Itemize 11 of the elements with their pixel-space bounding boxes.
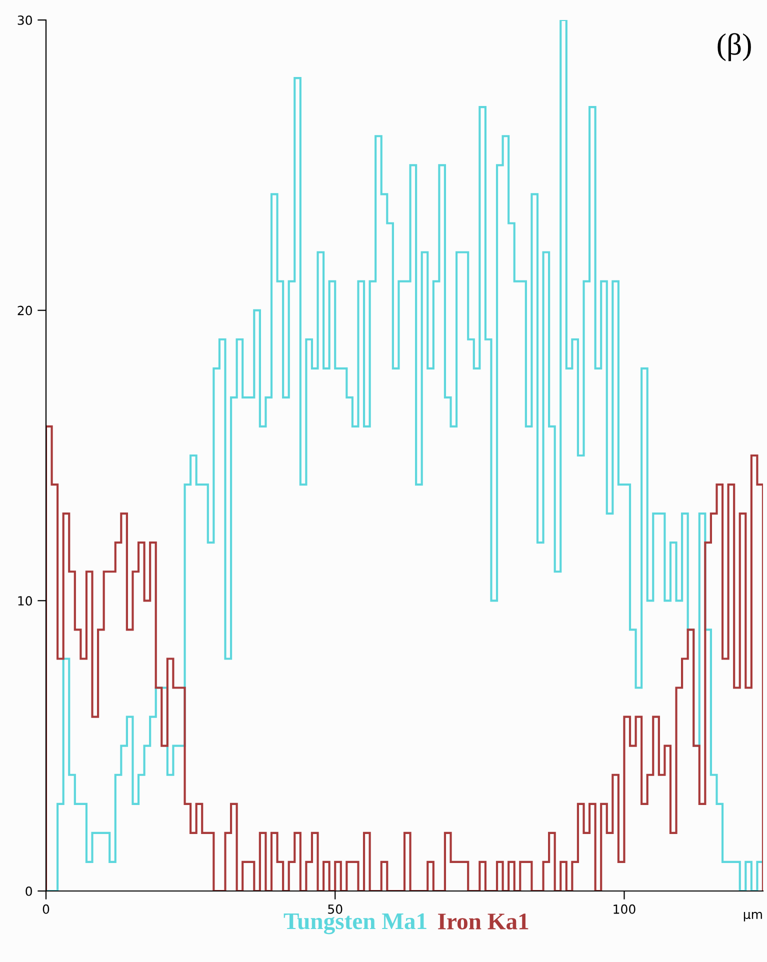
y-tick-label: 10	[18, 596, 32, 606]
y-tick-label: 30	[18, 15, 32, 25]
x-axis-title: µm	[744, 912, 762, 922]
text: Tungsten Ma1	[284, 913, 426, 934]
x-tick-label: 100	[614, 904, 636, 914]
x-tick-label: 50	[328, 904, 342, 914]
annotation: (β)	[718, 33, 751, 62]
y-tick-label: 0	[26, 886, 32, 896]
y-tick-label: 20	[18, 306, 32, 316]
series-label: Iron Ka1	[438, 914, 528, 930]
x-tick-label: 0	[42, 904, 50, 914]
